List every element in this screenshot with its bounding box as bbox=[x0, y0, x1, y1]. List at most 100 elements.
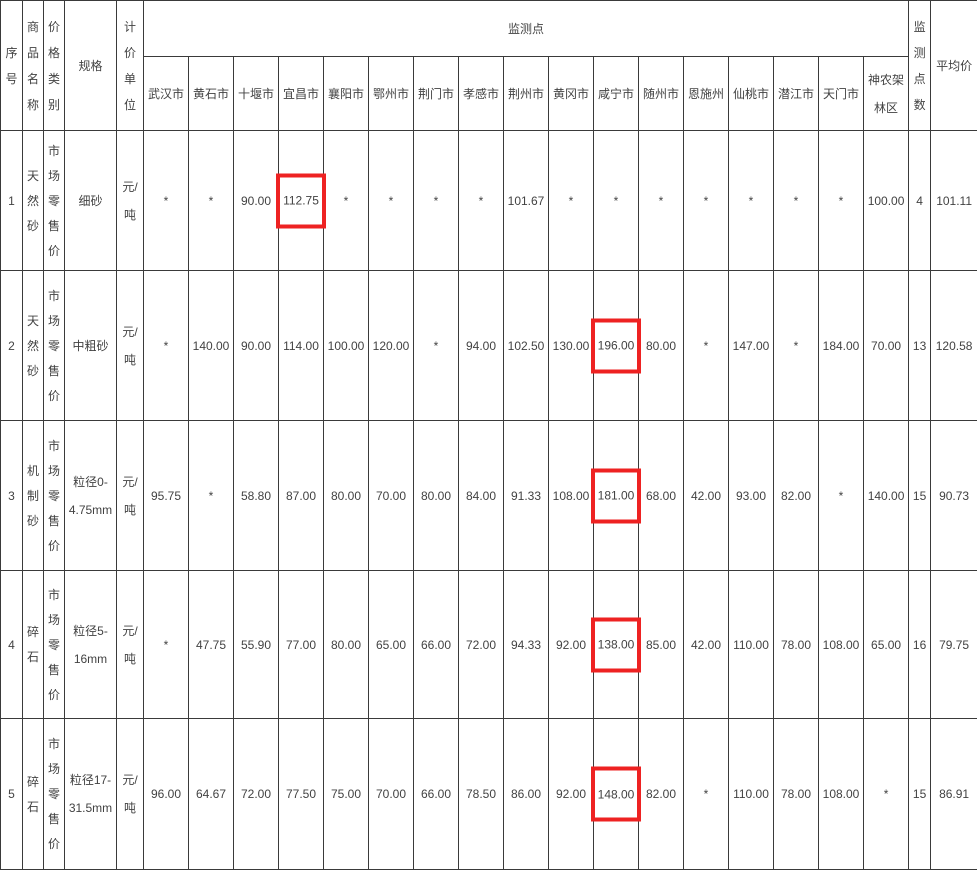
city-header: 恩施州 bbox=[684, 57, 729, 131]
city-header: 潜江市 bbox=[774, 57, 819, 131]
price-cell: 93.00 bbox=[729, 421, 774, 571]
vertical-text: 市场零售价 bbox=[44, 440, 64, 552]
vertical-text: 序号 bbox=[1, 47, 22, 85]
vertical-text: 机制砂 bbox=[23, 465, 43, 527]
price-cell: * bbox=[144, 571, 189, 719]
price-cell: 64.67 bbox=[189, 719, 234, 870]
price-cell: * bbox=[639, 131, 684, 271]
price-cell: 66.00 bbox=[414, 571, 459, 719]
price-category: 市场零售价 bbox=[44, 271, 65, 421]
city-header: 黄冈市 bbox=[549, 57, 594, 131]
price-cell: 70.00 bbox=[369, 421, 414, 571]
unit-cell: 元/ 吨 bbox=[117, 271, 144, 421]
unit-cell: 元/ 吨 bbox=[117, 421, 144, 571]
price-cell: 47.75 bbox=[189, 571, 234, 719]
product-name: 机制砂 bbox=[23, 421, 44, 571]
price-cell: * bbox=[819, 421, 864, 571]
price-cell: 92.00 bbox=[549, 571, 594, 719]
price-cell: 42.00 bbox=[684, 571, 729, 719]
price-cell: * bbox=[684, 271, 729, 421]
header-row-cities: 武汉市黄石市十堰市宜昌市襄阳市鄂州市荆门市孝感市荆州市黄冈市咸宁市随州市恩施州仙… bbox=[1, 57, 977, 131]
row-number: 3 bbox=[1, 421, 23, 571]
header-product-name: 商品名称 bbox=[23, 1, 44, 131]
header-serial: 序号 bbox=[1, 1, 23, 131]
price-cell: 138.00 bbox=[594, 571, 639, 719]
header-average-price: 平均价 bbox=[931, 1, 977, 131]
vertical-text: 天然砂 bbox=[23, 170, 43, 232]
highlight-box: 138.00 bbox=[591, 617, 641, 672]
price-cell: 148.00 bbox=[594, 719, 639, 870]
header-row-top: 序号 商品名称 价格类别 规格 计价单位 监测点 监测点数 平均价 bbox=[1, 1, 977, 57]
price-cell: * bbox=[684, 131, 729, 271]
price-cell: * bbox=[324, 131, 369, 271]
price-cell: 78.50 bbox=[459, 719, 504, 870]
average-price-cell: 79.75 bbox=[931, 571, 977, 719]
price-cell: * bbox=[369, 131, 414, 271]
price-cell: 90.00 bbox=[234, 271, 279, 421]
average-price-cell: 101.11 bbox=[931, 131, 977, 271]
price-cell: * bbox=[414, 271, 459, 421]
vertical-text: 市场零售价 bbox=[44, 589, 64, 701]
row-number: 4 bbox=[1, 571, 23, 719]
price-cell: 68.00 bbox=[639, 421, 684, 571]
average-price-cell: 90.73 bbox=[931, 421, 977, 571]
city-header: 随州市 bbox=[639, 57, 684, 131]
price-cell: 96.00 bbox=[144, 719, 189, 870]
header-monitoring-count: 监测点数 bbox=[909, 1, 931, 131]
price-cell: 110.00 bbox=[729, 719, 774, 870]
header-unit: 计价单位 bbox=[117, 1, 144, 131]
price-cell: 181.00 bbox=[594, 421, 639, 571]
price-cell: 140.00 bbox=[864, 421, 909, 571]
price-cell: 130.00 bbox=[549, 271, 594, 421]
price-cell: * bbox=[594, 131, 639, 271]
price-cell: 95.75 bbox=[144, 421, 189, 571]
price-cell: * bbox=[414, 131, 459, 271]
product-name: 碎石 bbox=[23, 571, 44, 719]
price-cell: * bbox=[729, 131, 774, 271]
row-number: 5 bbox=[1, 719, 23, 870]
monitoring-count-cell: 15 bbox=[909, 719, 931, 870]
price-cell: 87.00 bbox=[279, 421, 324, 571]
price-cell: 102.50 bbox=[504, 271, 549, 421]
monitoring-count-cell: 13 bbox=[909, 271, 931, 421]
spec-cell: 粒径0- 4.75mm bbox=[65, 421, 117, 571]
city-header: 孝感市 bbox=[459, 57, 504, 131]
price-category: 市场零售价 bbox=[44, 131, 65, 271]
price-cell: 42.00 bbox=[684, 421, 729, 571]
price-cell: 140.00 bbox=[189, 271, 234, 421]
row-number: 2 bbox=[1, 271, 23, 421]
city-header: 咸宁市 bbox=[594, 57, 639, 131]
price-cell: 78.00 bbox=[774, 719, 819, 870]
price-cell: * bbox=[864, 719, 909, 870]
city-header: 武汉市 bbox=[144, 57, 189, 131]
price-cell: 72.00 bbox=[234, 719, 279, 870]
price-cell: 110.00 bbox=[729, 571, 774, 719]
price-cell: * bbox=[459, 131, 504, 271]
price-cell: 66.00 bbox=[414, 719, 459, 870]
header-spec: 规格 bbox=[65, 1, 117, 131]
header-monitoring-points: 监测点 bbox=[144, 1, 909, 57]
vertical-text: 碎石 bbox=[23, 626, 43, 663]
price-category: 市场零售价 bbox=[44, 421, 65, 571]
product-name: 天然砂 bbox=[23, 131, 44, 271]
vertical-text: 市场零售价 bbox=[44, 145, 64, 257]
price-cell: 72.00 bbox=[459, 571, 504, 719]
price-cell: 70.00 bbox=[864, 271, 909, 421]
price-cell: 80.00 bbox=[414, 421, 459, 571]
price-category: 市场零售价 bbox=[44, 719, 65, 870]
city-header: 荆门市 bbox=[414, 57, 459, 131]
vertical-text: 天然砂 bbox=[23, 315, 43, 377]
price-cell: 108.00 bbox=[549, 421, 594, 571]
price-cell: * bbox=[774, 271, 819, 421]
price-cell: 114.00 bbox=[279, 271, 324, 421]
unit-cell: 元/ 吨 bbox=[117, 571, 144, 719]
price-cell: 101.67 bbox=[504, 131, 549, 271]
price-cell: 78.00 bbox=[774, 571, 819, 719]
city-header: 仙桃市 bbox=[729, 57, 774, 131]
city-header: 鄂州市 bbox=[369, 57, 414, 131]
price-cell: 70.00 bbox=[369, 719, 414, 870]
